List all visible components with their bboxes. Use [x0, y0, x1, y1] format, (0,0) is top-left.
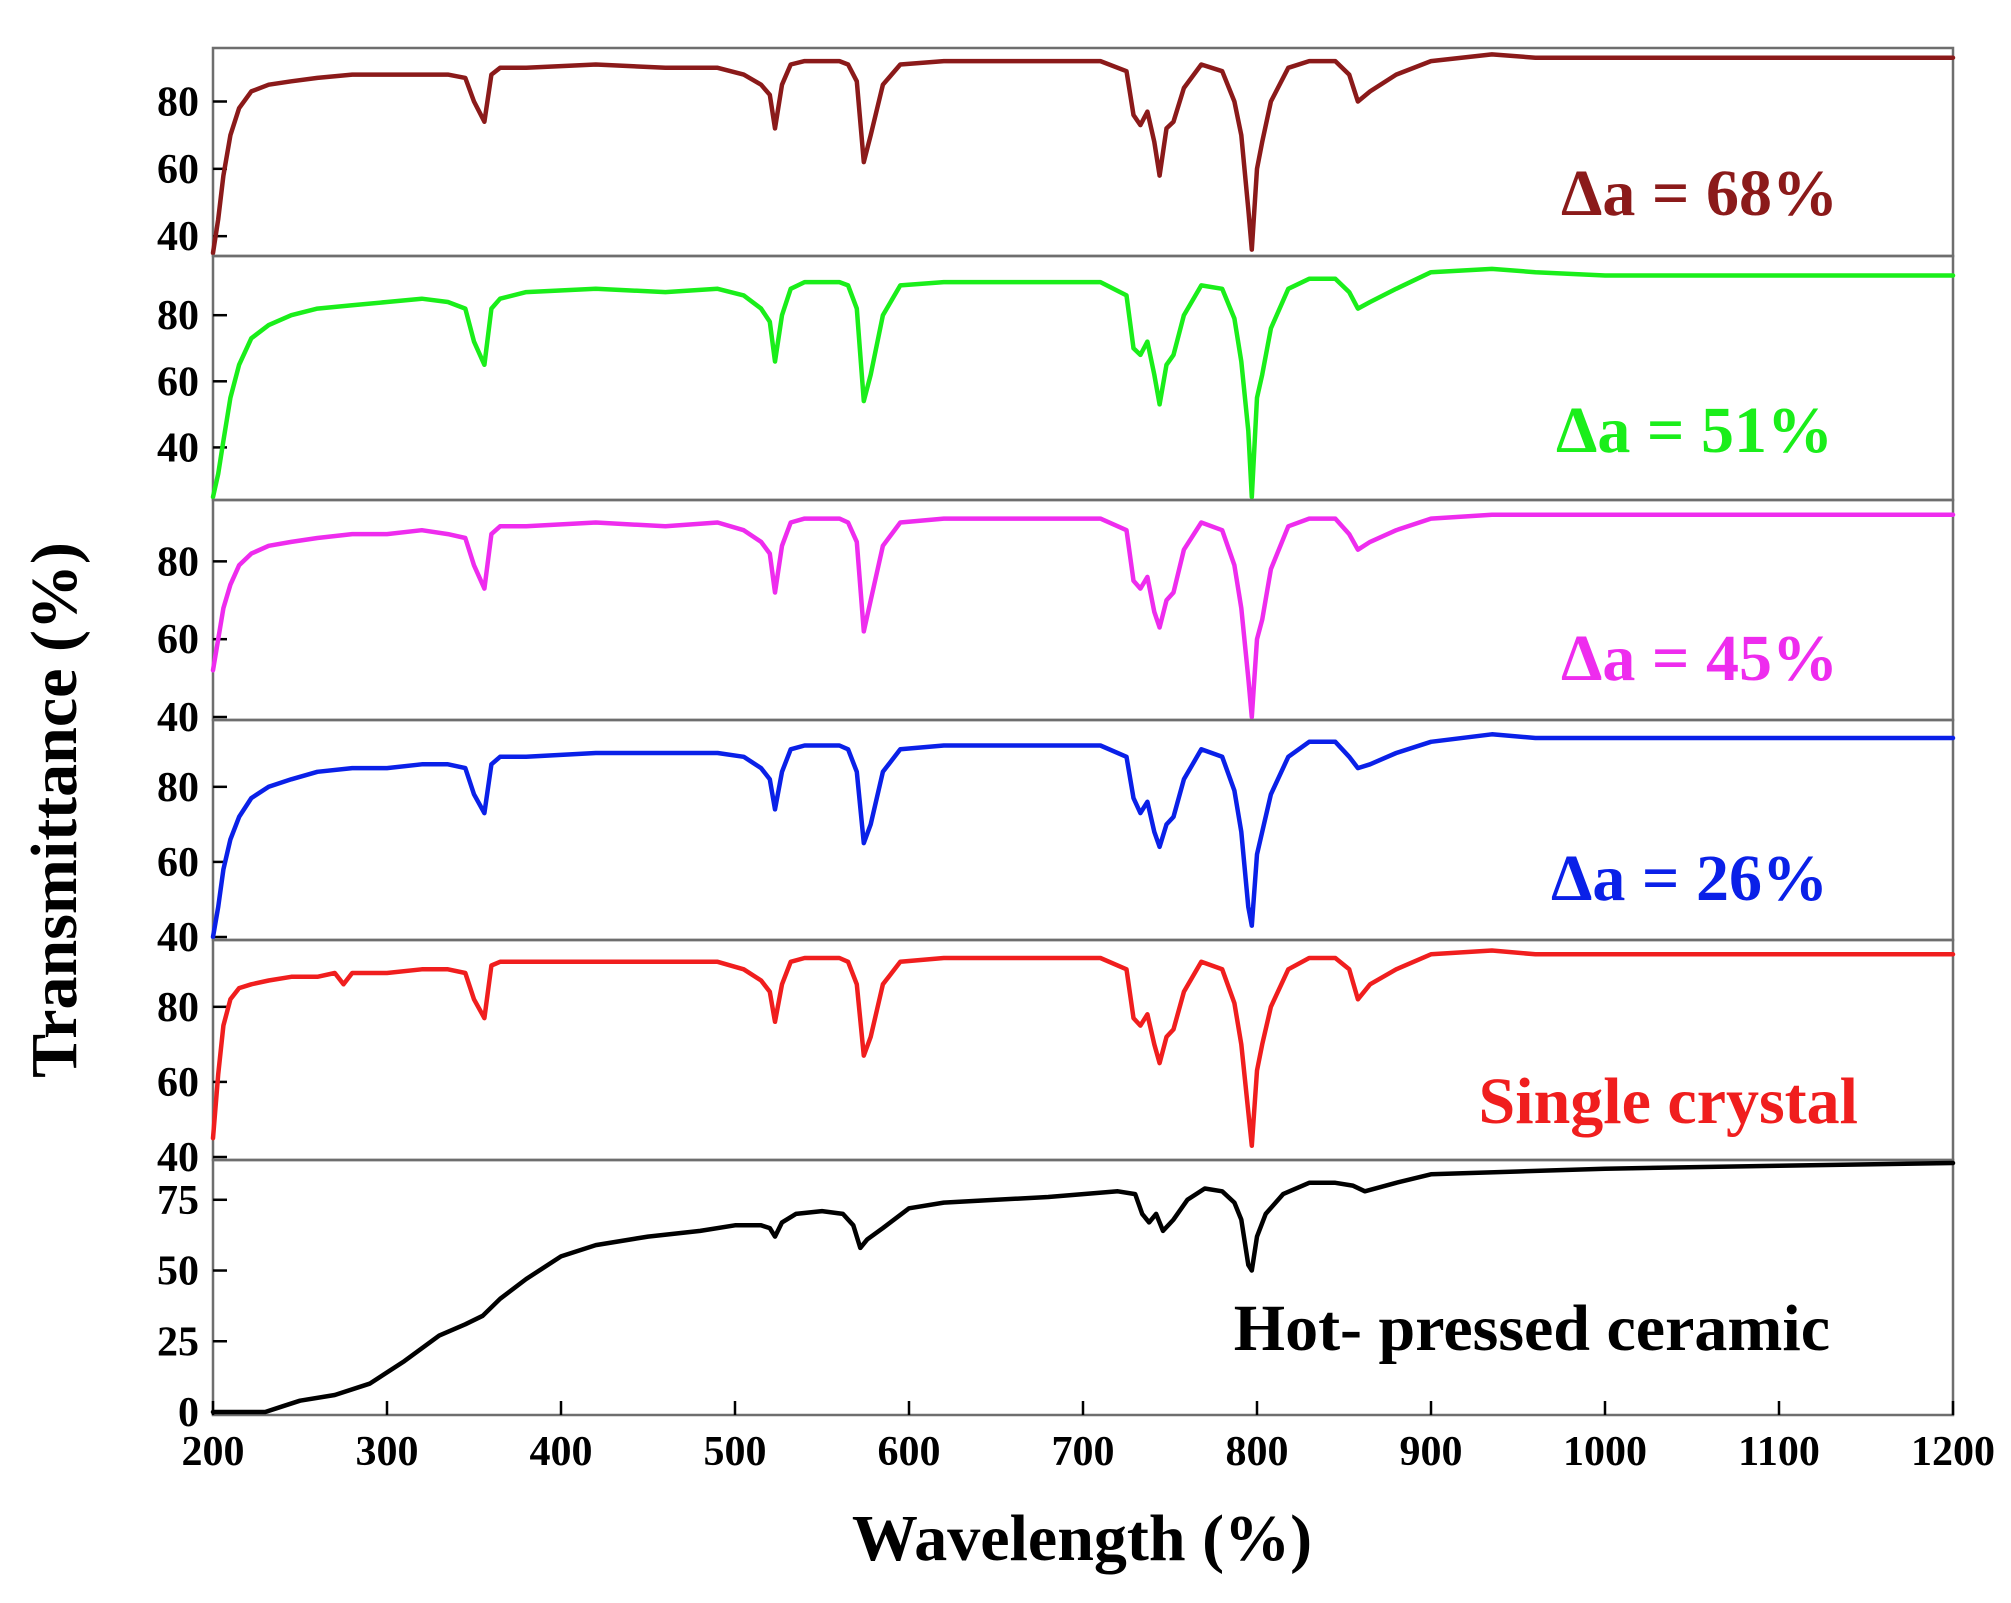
panel-1-y-tick-label-80: 80: [157, 80, 199, 126]
panel-6-y-tick-label-0: 0: [178, 1390, 199, 1436]
panel-1-y-tick-label-40: 40: [157, 214, 199, 260]
x-tick-label-300: 300: [356, 1429, 419, 1475]
panel-5: 40 60 80 Single crystal: [157, 938, 1956, 1181]
series-line-a-45: [210, 512, 1956, 720]
x-tick-label-1100: 1100: [1738, 1429, 1820, 1475]
panel-label-a-51: Δa = 51%: [1556, 394, 1833, 467]
x-tick-label-800: 800: [1226, 1429, 1289, 1475]
panel-2: 40 60 80 Δa = 51%: [157, 254, 1956, 502]
x-tick-label-400: 400: [530, 1429, 593, 1475]
panel-1-y-tick-label-60: 60: [157, 147, 199, 193]
panel-6-y-tick-label-75: 75: [157, 1178, 199, 1224]
panels: 40 60 80 Δa = 68% 40 60 80 Δa = 51% 40 60 80 Δa = 4…: [157, 46, 1956, 1436]
panel-4-y-tick-label-40: 40: [157, 915, 199, 961]
x-axis-title: Wavelength (%): [852, 1502, 1312, 1575]
panel-4-y-tick-label-80: 80: [157, 765, 199, 811]
panel-3-y-tick-label-60: 60: [157, 617, 199, 663]
panel-6-y-tick-label-25: 25: [157, 1319, 199, 1365]
panel-label-a-26: Δa = 26%: [1551, 842, 1828, 915]
panel-label-single-crystal: Single crystal: [1479, 1065, 1858, 1138]
x-tick-label-600: 600: [878, 1429, 941, 1475]
panel-6-frame: [211, 1158, 1955, 1417]
x-tick-label-500: 500: [704, 1429, 767, 1475]
panel-5-y-tick-label-60: 60: [157, 1060, 199, 1106]
series-line-a-68: [210, 52, 1956, 256]
x-tick-label-1000: 1000: [1563, 1429, 1647, 1475]
panel-4: 40 60 80 Δa = 26%: [157, 718, 1956, 961]
x-axis: 200 300 400 500 600 700 800 900 1000 1100 1200: [182, 1401, 1995, 1475]
panel-2-y-tick-label-60: 60: [157, 359, 199, 405]
panel-3: 40 60 80 Δa = 45%: [157, 498, 1956, 741]
panel-4-y-tick-label-60: 60: [157, 840, 199, 886]
panel-label-a-68: Δa = 68%: [1561, 157, 1838, 230]
panel-3-y-tick-label-80: 80: [157, 539, 199, 585]
panel-6-y-tick-label-50: 50: [157, 1249, 199, 1295]
series-line-a-26: [210, 732, 1956, 940]
panel-3-y-tick-label-40: 40: [157, 695, 199, 741]
panel-6: 0 25 50 75 Hot- pressed ceramic: [157, 1158, 1956, 1436]
series-line-single-crystal: [210, 948, 1956, 1148]
panel-5-y-tick-label-40: 40: [157, 1135, 199, 1181]
x-tick-label-900: 900: [1400, 1429, 1463, 1475]
series-line-hot-pressed-ceramic: [210, 1160, 1956, 1415]
panel-label-a-45: Δa = 45%: [1561, 622, 1838, 695]
panel-label-hot-pressed-ceramic: Hot- pressed ceramic: [1234, 1292, 1830, 1365]
x-tick-label-200: 200: [182, 1429, 245, 1475]
series-line-a-51: [210, 266, 1956, 500]
x-tick-label-700: 700: [1052, 1429, 1115, 1475]
panel-1: 40 60 80 Δa = 68%: [157, 46, 1956, 260]
panel-2-y-tick-label-80: 80: [157, 293, 199, 339]
panel-5-y-tick-label-80: 80: [157, 985, 199, 1031]
y-axis-title: Transmittance (%): [18, 542, 91, 1078]
panel-2-y-tick-label-40: 40: [157, 425, 199, 471]
x-tick-label-1200: 1200: [1911, 1429, 1995, 1475]
